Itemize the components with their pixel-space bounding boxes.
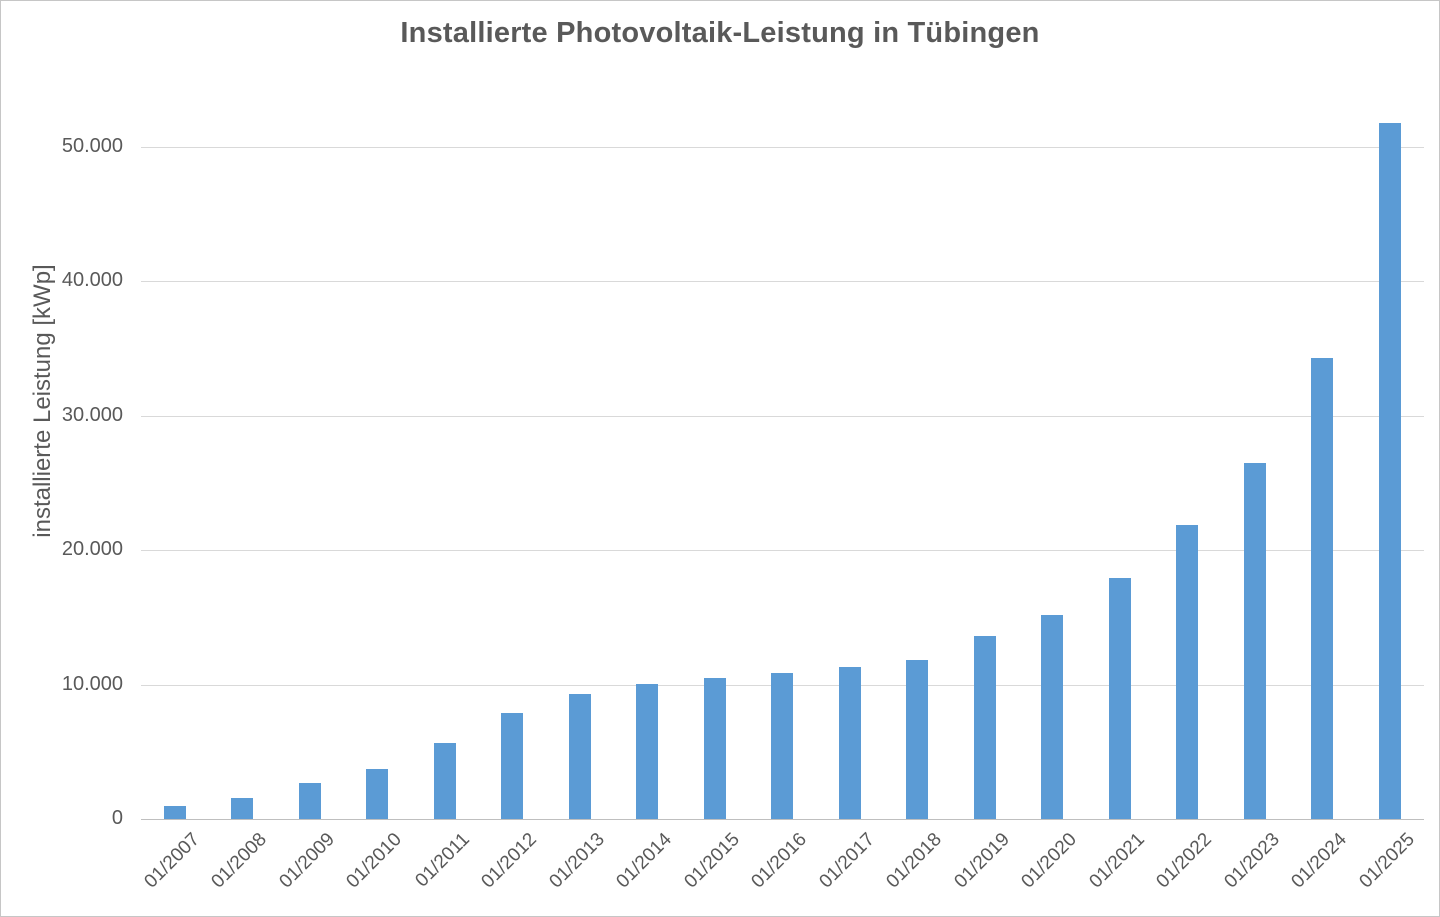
bar-01-2024 (1311, 358, 1333, 819)
y-tick-label: 10.000 (61, 673, 123, 695)
gridline-30.000 (141, 416, 1424, 417)
y-tick-label: 20.000 (61, 538, 123, 560)
bar-01-2014 (636, 684, 658, 819)
chart-title: Installierte Photovoltaik-Leistung in Tü… (400, 17, 1040, 49)
bar-01-2021 (1109, 578, 1131, 819)
bar-01-2019 (974, 636, 996, 819)
bar-01-2012 (501, 713, 523, 819)
bar-01-2010 (366, 769, 388, 819)
bar-01-2017 (839, 667, 861, 819)
y-tick-label: 50.000 (61, 135, 123, 157)
gridline-40.000 (141, 281, 1424, 282)
bar-01-2022 (1176, 525, 1198, 819)
y-tick-label: 0 (111, 807, 123, 829)
bar-01-2011 (434, 743, 456, 819)
gridline-20.000 (141, 550, 1424, 551)
bar-01-2020 (1041, 615, 1063, 819)
y-tick-label: 40.000 (61, 269, 123, 291)
bar-01-2025 (1379, 123, 1401, 819)
bar-01-2008 (231, 798, 253, 819)
bar-01-2018 (906, 660, 928, 819)
bar-01-2013 (569, 694, 591, 819)
y-tick-label: 30.000 (61, 404, 123, 426)
bar-01-2007 (164, 806, 186, 819)
gridline-50.000 (141, 147, 1424, 148)
bar-01-2009 (299, 783, 321, 819)
bar-01-2015 (704, 678, 726, 819)
bar-01-2016 (771, 673, 793, 819)
bar-01-2023 (1244, 463, 1266, 819)
x-axis-line (141, 819, 1424, 820)
